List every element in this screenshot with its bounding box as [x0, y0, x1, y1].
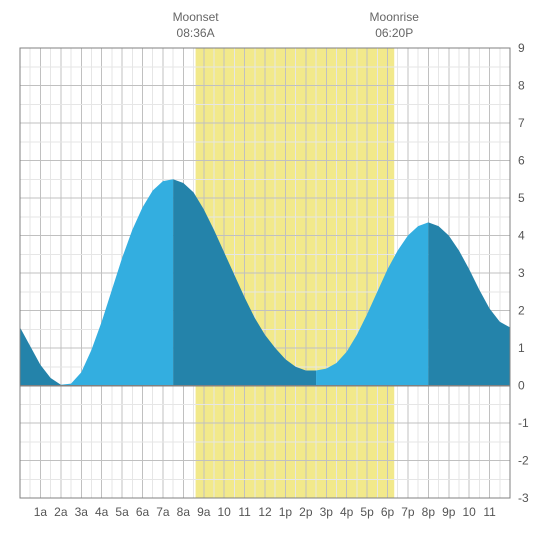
x-tick-label: 10	[217, 505, 231, 519]
x-tick-label: 7a	[156, 505, 170, 519]
y-tick-label: 4	[518, 229, 525, 243]
y-tick-label: 7	[518, 116, 525, 130]
x-tick-label: 11	[238, 505, 251, 519]
x-tick-label: 9a	[197, 505, 211, 519]
x-tick-label: 2a	[54, 505, 68, 519]
moonrise-label: Moonrise	[354, 10, 434, 26]
tide-chart: -3-2-101234567891a2a3a4a5a6a7a8a9a101112…	[0, 0, 550, 550]
chart-svg: -3-2-101234567891a2a3a4a5a6a7a8a9a101112…	[0, 0, 550, 550]
moonset-label: Moonset	[156, 10, 236, 26]
y-tick-label: -3	[518, 491, 529, 505]
moonrise-time: 06:20P	[354, 26, 434, 42]
x-tick-label: 3p	[320, 505, 334, 519]
y-tick-label: 2	[518, 304, 525, 318]
x-tick-label: 9p	[442, 505, 456, 519]
y-tick-label: 8	[518, 79, 525, 93]
y-tick-label: 1	[518, 341, 525, 355]
y-tick-label: 6	[518, 154, 525, 168]
x-tick-label: 4p	[340, 505, 354, 519]
x-tick-label: 10	[462, 505, 476, 519]
y-tick-label: 3	[518, 266, 525, 280]
x-tick-label: 5p	[360, 505, 374, 519]
y-tick-label: 5	[518, 191, 525, 205]
x-tick-label: 1p	[279, 505, 293, 519]
x-tick-label: 12	[258, 505, 272, 519]
x-tick-label: 8p	[422, 505, 436, 519]
y-tick-label: -2	[518, 454, 529, 468]
x-tick-label: 6p	[381, 505, 395, 519]
x-tick-label: 11	[483, 505, 496, 519]
y-tick-label: 0	[518, 379, 525, 393]
x-tick-label: 6a	[136, 505, 150, 519]
y-tick-label: -1	[518, 416, 529, 430]
x-tick-label: 2p	[299, 505, 313, 519]
moonset-time: 08:36A	[156, 26, 236, 42]
moonrise-annotation: Moonrise06:20P	[354, 10, 434, 41]
x-tick-label: 1a	[34, 505, 48, 519]
x-tick-label: 8a	[177, 505, 191, 519]
x-tick-label: 3a	[75, 505, 89, 519]
moonset-annotation: Moonset08:36A	[156, 10, 236, 41]
x-tick-label: 5a	[115, 505, 129, 519]
x-tick-label: 7p	[401, 505, 415, 519]
y-tick-label: 9	[518, 41, 525, 55]
x-tick-label: 4a	[95, 505, 109, 519]
